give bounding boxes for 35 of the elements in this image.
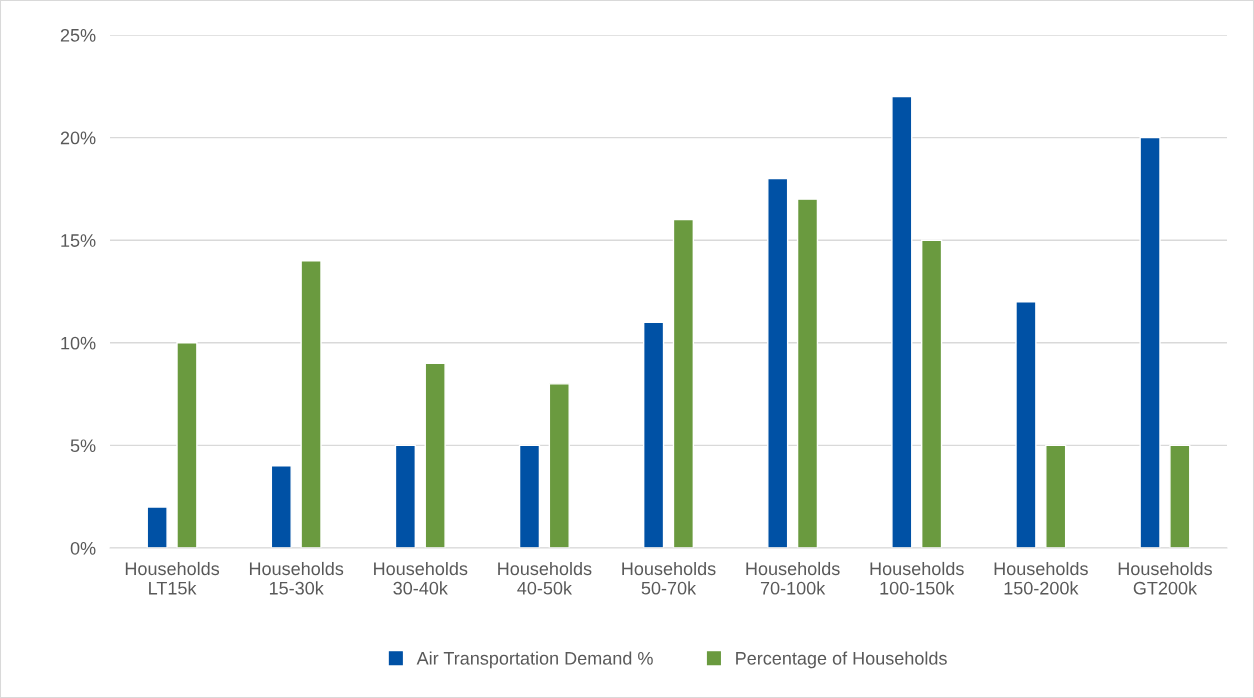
- x-tick-label: Households 15-30k: [249, 561, 344, 595]
- bar: [1015, 301, 1037, 548]
- bar: [548, 383, 570, 548]
- bar: [394, 444, 417, 548]
- x-tick-label: Households LT15k: [125, 561, 220, 595]
- bar: [891, 95, 913, 548]
- bar: [1139, 136, 1161, 548]
- x-tick-label: Households 30-40k: [374, 561, 468, 595]
- bar: [642, 321, 665, 548]
- y-tick-label: 15%: [61, 234, 96, 247]
- y-tick-label: 25%: [60, 28, 96, 42]
- x-tick-label: Households 50-70k: [622, 561, 716, 595]
- bar: [1045, 444, 1067, 548]
- legend-label: Air Transportation Demand %: [416, 651, 653, 669]
- bar: [518, 444, 541, 548]
- bar: [1169, 444, 1191, 548]
- x-tick-label: Households 100-150k: [870, 561, 964, 595]
- bar: [672, 218, 695, 548]
- bar: [146, 506, 168, 548]
- bar: [796, 198, 819, 548]
- x-tick-label: Households 40-50k: [498, 561, 592, 595]
- bar: [300, 260, 322, 548]
- bar: [767, 177, 789, 548]
- bar: [176, 342, 198, 548]
- x-tick-label: Households GT200k: [1118, 561, 1212, 595]
- y-tick-label: 10%: [61, 336, 96, 350]
- bar: [270, 465, 292, 548]
- legend-label: Percentage of Households: [736, 651, 947, 669]
- y-tick-label: 5%: [70, 439, 96, 453]
- bar: [920, 239, 943, 548]
- bar: [424, 362, 446, 548]
- y-tick-label: 0%: [70, 541, 96, 555]
- y-tick-label: 20%: [60, 131, 96, 145]
- x-tick-label: Households 150-200k: [994, 561, 1088, 595]
- x-tick-label: Households 70-100k: [746, 561, 840, 595]
